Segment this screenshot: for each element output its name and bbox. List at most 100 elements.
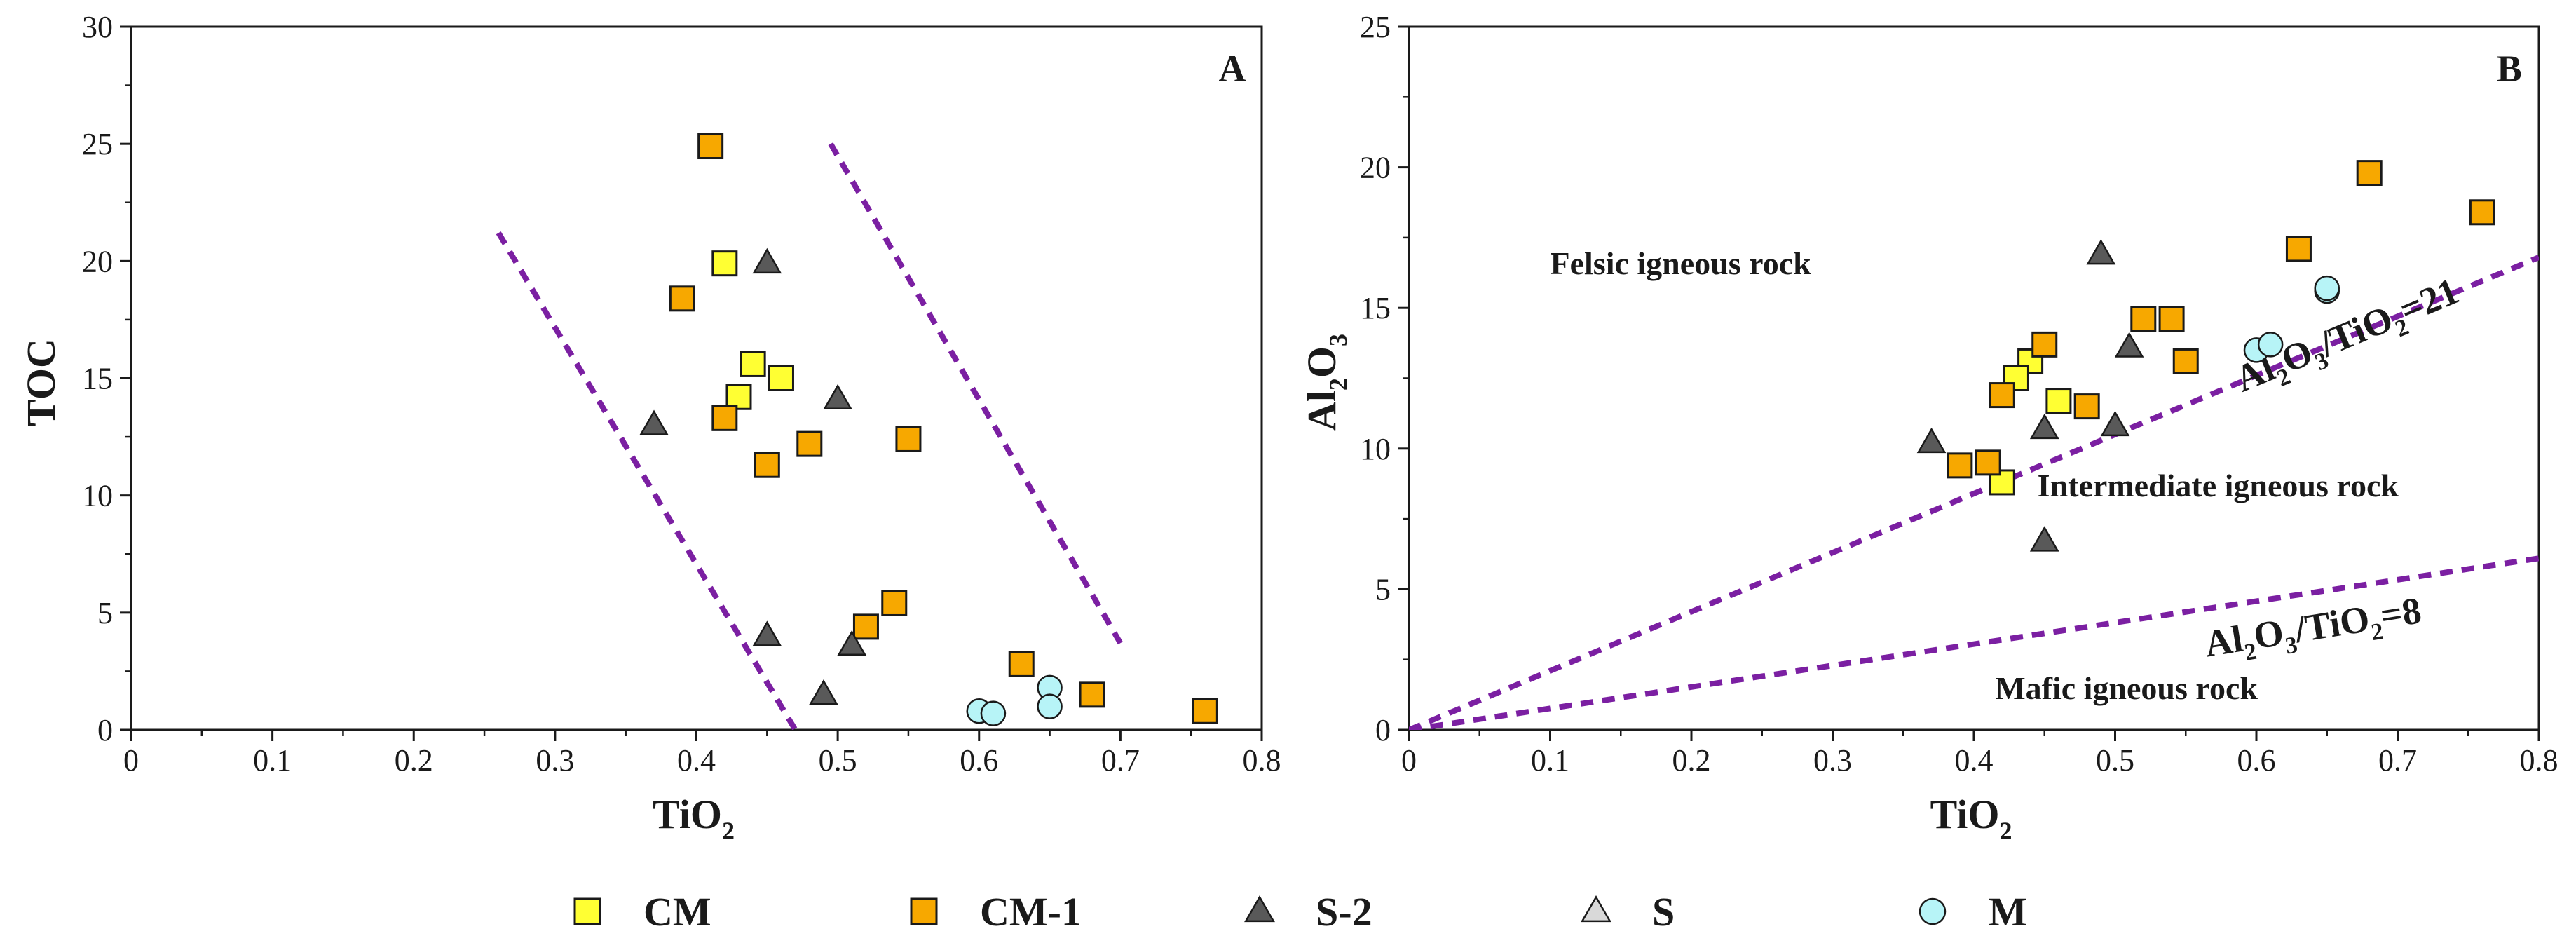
y-tick-label: 10 [1360, 432, 1391, 466]
data-point-m [2314, 275, 2340, 301]
legend-label: CM-1 [980, 889, 1082, 935]
data-point-cm-1 [852, 613, 879, 640]
text-span: 3 [2284, 632, 2300, 659]
region-label: Mafic igneous rock [1995, 670, 2258, 706]
y-tick-label: 0 [1375, 713, 1391, 747]
ratio-label: Al2O3/TiO2=8 [2202, 589, 2425, 672]
data-point-s-2 [1916, 427, 1947, 454]
data-point-s-2 [2029, 413, 2059, 440]
text-span: TiO [1930, 792, 2000, 837]
data-point-cm-1 [1079, 681, 1105, 708]
y-tick-label: 5 [97, 596, 113, 630]
y-tick-label: 15 [1360, 291, 1391, 325]
data-point-cm [2045, 388, 2072, 414]
x-tick-label: 0.6 [960, 743, 998, 778]
data-point-m [1037, 693, 1063, 719]
x-tick-label: 0.1 [253, 743, 292, 778]
x-tick-label: 0.8 [2520, 743, 2558, 778]
data-point-s-2 [752, 620, 782, 646]
data-point-s-2 [809, 679, 838, 705]
data-point-cm-1 [2031, 331, 2058, 358]
text-span: /TiO [2312, 297, 2399, 365]
y-axis-title: Al2O3 [1299, 334, 1352, 431]
x-tick-label: 0.2 [1672, 743, 1711, 778]
legend-label: S-2 [1316, 889, 1372, 935]
text-span: TOC [18, 339, 64, 426]
x-tick-label: 0.4 [1955, 743, 1994, 778]
boundary-line [1409, 555, 2539, 730]
y-tick-label: 5 [1375, 572, 1391, 606]
data-point-cm-1 [2158, 306, 2185, 332]
legend-marker-s-2 [1244, 895, 1275, 923]
text-span: =8 [2378, 589, 2425, 637]
data-point-cm-1 [1975, 449, 2001, 476]
x-tick-label: 0.7 [1101, 743, 1140, 778]
legend: CM CM-1 S-2 S M [573, 889, 2027, 935]
x-axis-title: TiO2 [1930, 792, 2012, 845]
y-tick-label: 10 [82, 479, 113, 513]
text-span: TiO [653, 792, 722, 837]
data-point-cm-1 [895, 426, 922, 452]
y-tick-label: 15 [82, 362, 113, 396]
y-tick-label: 20 [82, 244, 113, 278]
legend-label: M [1989, 889, 2027, 935]
data-point-cm-1 [2469, 199, 2495, 226]
data-point-cm-1 [2356, 160, 2383, 186]
data-point-cm-1 [1989, 382, 2015, 409]
text-span: 2 [1999, 817, 2012, 845]
legend-marker-m [1919, 897, 1947, 925]
panel-label: B [2497, 48, 2522, 90]
x-tick-label: 0.4 [677, 743, 716, 778]
data-point-cm-1 [2073, 393, 2100, 420]
text-span: 2 [722, 817, 735, 845]
data-point-cm-1 [669, 285, 695, 312]
data-point-s-2 [2086, 239, 2116, 265]
data-point-cm-1 [1008, 651, 1035, 677]
data-point-s-2 [752, 247, 782, 274]
x-tick-label: 0.1 [1531, 743, 1569, 778]
y-tick-label: 25 [1360, 10, 1391, 44]
text-span: /TiO [2291, 597, 2372, 651]
x-tick-label: 0.6 [2237, 743, 2276, 778]
data-point-cm-1 [2130, 306, 2157, 332]
y-axis-title: TOC [18, 339, 64, 426]
boundary-line [1409, 255, 2539, 730]
legend-marker-cm [573, 897, 601, 925]
data-point-s-2 [639, 409, 669, 435]
data-point-m [980, 700, 1007, 726]
legend-label: CM [643, 889, 711, 935]
text-span: 2 [2242, 639, 2258, 666]
data-point-cm-1 [1192, 698, 1218, 724]
x-tick-label: 0.3 [536, 743, 574, 778]
data-point-cm-1 [1947, 452, 1973, 479]
data-point-s-2 [837, 630, 867, 656]
text-span: O [1299, 346, 1344, 378]
boundary-line [496, 231, 798, 730]
x-tick-label: 0.5 [819, 743, 857, 778]
y-tick-label: 20 [1360, 151, 1391, 185]
x-tick-label: 0.5 [2096, 743, 2134, 778]
panel-label: A [1219, 48, 1246, 90]
text-span: O [2251, 611, 2287, 658]
x-tick-label: 0.8 [1243, 743, 1281, 778]
x-tick-label: 0.2 [395, 743, 433, 778]
data-point-cm-1 [881, 590, 908, 616]
data-point-cm-1 [2172, 348, 2199, 374]
region-label: Felsic igneous rock [1551, 245, 1812, 281]
text-span: Al [1299, 391, 1344, 431]
data-point-cm [711, 250, 738, 277]
data-point-s-2 [2114, 332, 2144, 358]
data-point-cm [725, 384, 752, 410]
legend-marker-s [1581, 895, 1611, 923]
data-point-s-2 [823, 384, 852, 409]
plot-frame [130, 25, 1263, 731]
data-point-s-2 [2100, 410, 2130, 437]
x-tick-label: 0 [1401, 743, 1417, 778]
data-point-s-2 [2029, 526, 2059, 552]
y-tick-label: 25 [82, 127, 113, 161]
data-point-cm-1 [2285, 236, 2312, 262]
data-point-cm [740, 351, 766, 377]
data-point-cm-1 [711, 405, 738, 431]
text-span: Al [2202, 618, 2246, 665]
